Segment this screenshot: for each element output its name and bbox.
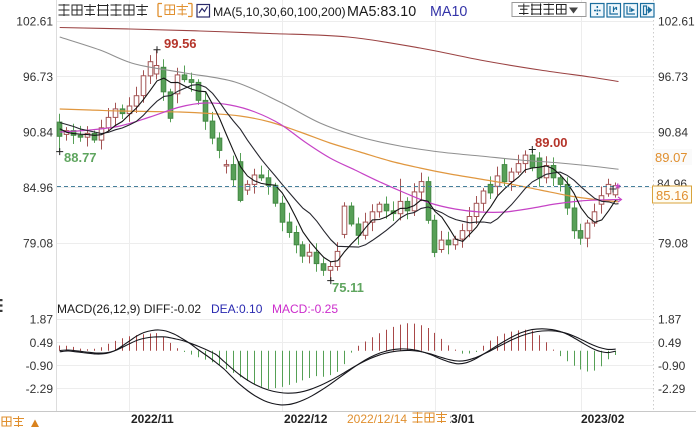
svg-text:102.61: 102.61	[16, 15, 53, 29]
svg-text:MA(5,10,30,60,100,200): MA(5,10,30,60,100,200)	[213, 5, 346, 19]
svg-text:-2.29: -2.29	[658, 382, 686, 396]
svg-text:75.11: 75.11	[332, 280, 364, 295]
svg-text:1.87: 1.87	[658, 313, 682, 327]
svg-text:90.84: 90.84	[23, 126, 53, 140]
svg-text:2022/12: 2022/12	[284, 412, 328, 426]
svg-text:0.49: 0.49	[658, 336, 682, 350]
svg-text:-0.90: -0.90	[26, 359, 54, 373]
svg-text:MACD(26,12,9) DIFF:-0.02: MACD(26,12,9) DIFF:-0.02	[57, 302, 201, 316]
svg-text:-0.90: -0.90	[658, 359, 686, 373]
svg-text:85.16: 85.16	[656, 188, 689, 203]
svg-text:89.00: 89.00	[535, 135, 568, 150]
svg-text:1.87: 1.87	[30, 313, 54, 327]
svg-text:0.49: 0.49	[30, 336, 54, 350]
svg-text:MACD:-0.25: MACD:-0.25	[272, 302, 338, 316]
svg-text:MA5:83.10: MA5:83.10	[347, 4, 416, 20]
svg-text:2022/12/14: 2022/12/14	[347, 412, 407, 426]
svg-text:99.56: 99.56	[164, 36, 197, 51]
svg-text:89.07: 89.07	[655, 150, 688, 165]
svg-text:90.84: 90.84	[658, 126, 688, 140]
svg-text:79.08: 79.08	[658, 237, 688, 251]
svg-text:*: *	[615, 180, 621, 196]
svg-text:MA10: MA10	[430, 4, 467, 20]
svg-text:DEA:0.10: DEA:0.10	[211, 302, 263, 316]
svg-text:2022/11: 2022/11	[131, 412, 174, 426]
svg-text:88.77: 88.77	[64, 150, 97, 165]
svg-text:2023/02: 2023/02	[581, 412, 625, 426]
svg-text:96.73: 96.73	[658, 70, 688, 84]
svg-text:96.73: 96.73	[23, 70, 53, 84]
svg-text:102.61: 102.61	[658, 15, 695, 29]
svg-text:84.96: 84.96	[23, 181, 53, 195]
svg-text:-2.29: -2.29	[26, 382, 54, 396]
svg-text:79.08: 79.08	[23, 237, 53, 251]
